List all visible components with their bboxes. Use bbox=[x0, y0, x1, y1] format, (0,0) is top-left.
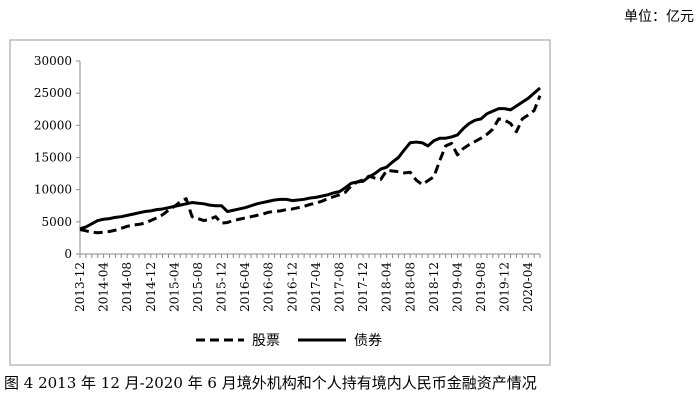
series-line-bonds bbox=[79, 86, 541, 231]
y-tick-label: 10000 bbox=[34, 183, 72, 197]
series-line-stocks bbox=[79, 95, 542, 235]
x-tick-label: 2019-04 bbox=[450, 262, 464, 312]
x-tick-label: 2016-04 bbox=[238, 262, 252, 312]
y-tick-label: 0 bbox=[64, 247, 72, 261]
y-tick-label: 30000 bbox=[34, 54, 72, 68]
y-axis: 0 5000 10000 15000 20000 25000 30000 bbox=[34, 54, 81, 261]
x-tick-label: 2014-04 bbox=[97, 262, 111, 312]
figure-caption: 图 4 2013 年 12 月-2020 年 6 月境外机构和个人持有境内人民币… bbox=[4, 374, 537, 392]
x-tick-label: 2014-12 bbox=[144, 262, 158, 312]
y-tick-label: 15000 bbox=[34, 151, 72, 165]
x-tick-label: 2020-04 bbox=[521, 262, 535, 312]
y-tick-label: 5000 bbox=[41, 215, 72, 229]
x-tick-label: 2017-08 bbox=[332, 262, 346, 312]
x-tick-label: 2019-08 bbox=[474, 262, 488, 312]
legend-label: 股票 bbox=[252, 333, 280, 349]
x-axis: 2013-12 2014-04 2014-08 2014-12 2015-04 2015-… bbox=[73, 253, 541, 312]
y-tick-label: 25000 bbox=[34, 86, 72, 100]
x-tick-label: 2017-04 bbox=[309, 262, 323, 312]
x-tick-label: 2015-04 bbox=[167, 262, 181, 312]
x-tick-label: 2013-12 bbox=[73, 262, 87, 312]
chart-border bbox=[9, 39, 551, 366]
unit-note: 单位：亿元 bbox=[624, 9, 694, 25]
y-tick-label: 20000 bbox=[34, 118, 72, 132]
x-tick-label: 2018-12 bbox=[427, 262, 441, 312]
x-tick-label: 2018-04 bbox=[380, 262, 394, 312]
x-tick-label: 2016-12 bbox=[285, 262, 299, 312]
x-tick-label: 2019-12 bbox=[498, 262, 512, 312]
x-tick-label: 2014-08 bbox=[120, 262, 134, 312]
series-layer bbox=[79, 86, 542, 235]
x-tick-label: 2016-08 bbox=[262, 262, 276, 312]
x-tick-label: 2015-08 bbox=[191, 262, 205, 312]
legend: 股票 债券 bbox=[196, 333, 382, 349]
x-tick-label: 2017-12 bbox=[356, 262, 370, 312]
x-tick-label: 2018-08 bbox=[403, 262, 417, 312]
x-tick-label: 2015-12 bbox=[215, 262, 229, 312]
legend-label: 债券 bbox=[354, 333, 382, 349]
